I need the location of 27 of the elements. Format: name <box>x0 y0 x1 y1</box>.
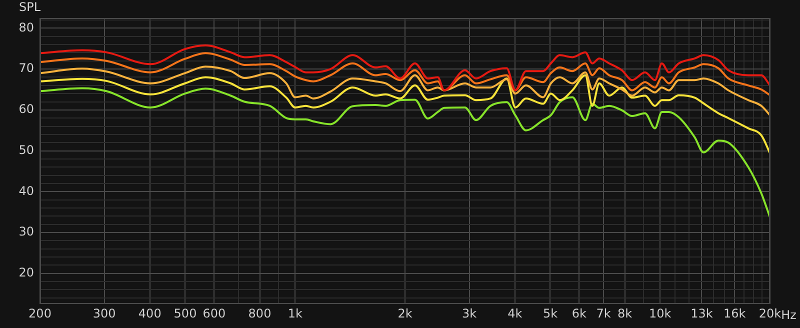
y-tick-label: 30 <box>18 224 34 239</box>
y-tick-label: 20 <box>18 265 34 280</box>
x-tick-label: 200 <box>28 306 52 320</box>
x-tick-label: 4k <box>508 306 522 320</box>
x-tick-label: 300 <box>92 306 116 320</box>
x-tick-label: 13k <box>690 306 713 320</box>
y-axis-title: SPL <box>19 0 41 14</box>
x-tick-label: 20k <box>758 306 782 320</box>
x-tick-label: 6k <box>572 306 586 320</box>
y-tick-label: 60 <box>18 102 34 116</box>
x-tick-label: 8k <box>617 306 632 320</box>
x-tick-label: 1k <box>288 306 302 320</box>
x-tick-label: 16k <box>724 306 746 320</box>
y-tick-label: 40 <box>18 184 34 198</box>
x-tick-label: 5k <box>542 306 558 320</box>
x-tick-label: 400 <box>138 306 162 320</box>
y-tick-label: 80 <box>18 20 34 34</box>
x-tick-label: 3k <box>462 306 477 320</box>
x-tick-label: 2k <box>398 306 412 320</box>
y-tick-label: 50 <box>18 142 34 157</box>
x-tick-label: 600 <box>202 306 226 320</box>
y-tick-label: 70 <box>18 61 34 76</box>
x-axis-title: Hz <box>781 308 796 322</box>
x-tick-label: 10k <box>649 306 672 320</box>
x-tick-label: 800 <box>248 306 272 320</box>
x-tick-label: 500 <box>174 306 197 320</box>
x-tick-label: 7k <box>596 306 611 320</box>
